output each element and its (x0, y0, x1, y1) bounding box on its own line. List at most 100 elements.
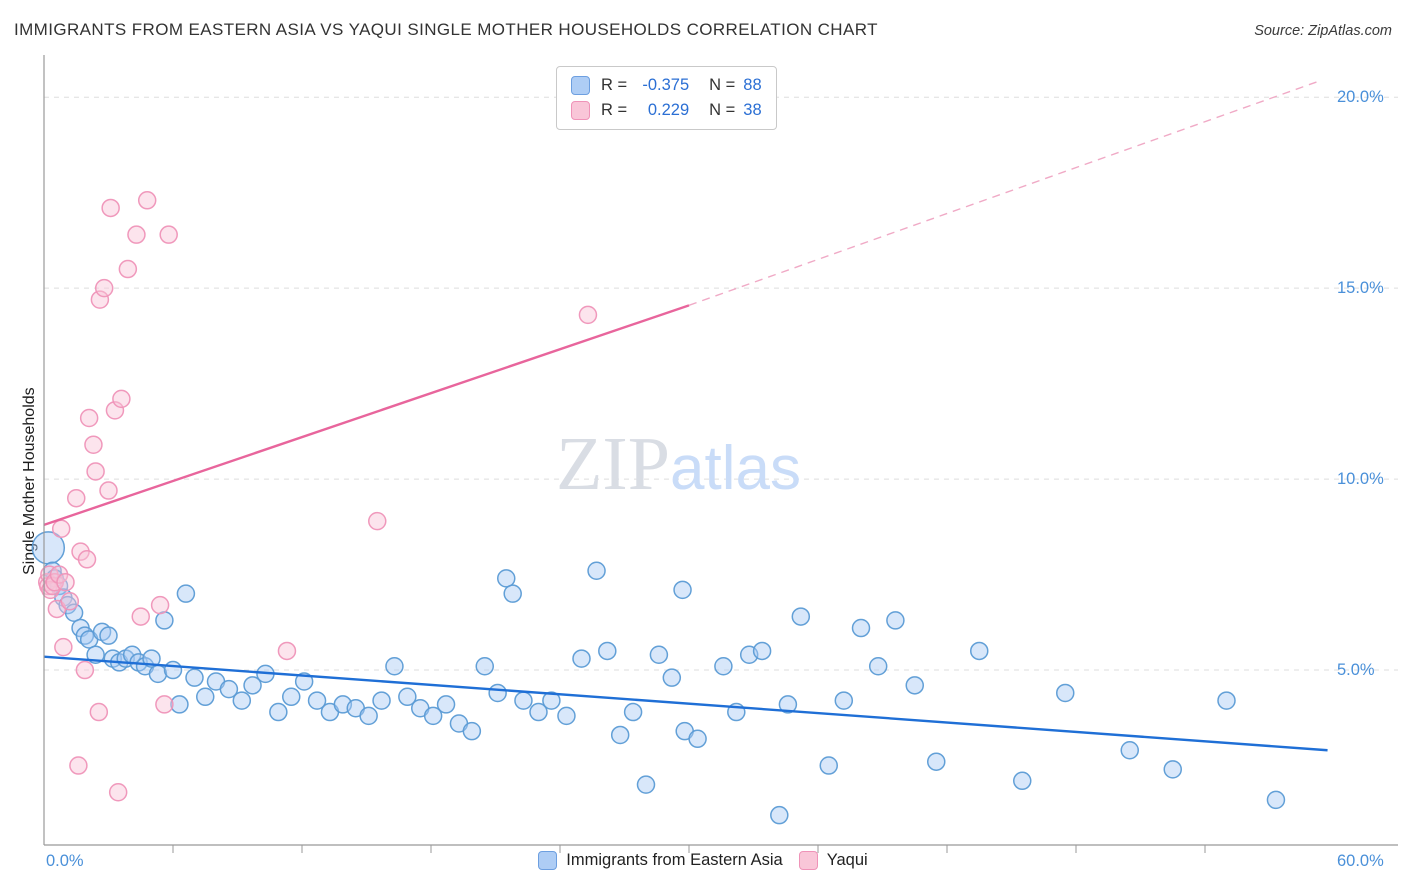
scatter-point-yaqui (99, 481, 118, 500)
scatter-point-eastern-asia (662, 668, 682, 687)
scatter-point-yaqui (150, 595, 170, 615)
scatter-point-eastern-asia (185, 668, 204, 687)
y-tick-label-20: 20.0% (1337, 88, 1384, 106)
y-tick-label-15: 15.0% (1337, 279, 1384, 297)
scatter-point-eastern-asia (1163, 760, 1182, 779)
scatter-point-eastern-asia (398, 687, 417, 707)
scatter-point-eastern-asia (64, 603, 84, 623)
scatter-point-eastern-asia (475, 656, 494, 676)
y-tick-label-10: 10.0% (1337, 470, 1384, 488)
scatter-point-eastern-asia (488, 683, 507, 703)
scatter-point-eastern-asia (294, 672, 314, 691)
scatter-point-yaqui (86, 462, 105, 481)
scatter-point-eastern-asia (307, 691, 327, 710)
pink-series-swatch (571, 101, 590, 120)
scatter-point-yaqui (127, 225, 146, 244)
scatter-point-eastern-asia (927, 752, 946, 771)
scatter-point-eastern-asia (770, 805, 789, 825)
scatter-point-yaqui (578, 305, 598, 325)
scatter-point-eastern-asia (196, 687, 215, 707)
watermark-zip: ZIP (556, 422, 670, 506)
scatter-point-yaqui (101, 198, 120, 218)
scatter-point-yaqui (368, 511, 387, 531)
r-value-yaqui: 0.229 (647, 101, 690, 119)
scatter-point-eastern-asia (649, 645, 669, 665)
trend-lines-group (43, 304, 1328, 752)
scatter-point-eastern-asia (462, 721, 482, 741)
scatter-point-eastern-asia (436, 695, 456, 714)
scatter-point-eastern-asia (243, 676, 262, 695)
scatter-point-yaqui (51, 519, 71, 538)
scatter-point-yaqui (60, 592, 80, 611)
scatter-point-eastern-asia (372, 691, 391, 710)
x-tick-label-min: 0.0% (46, 852, 84, 870)
source-attribution: Source: ZipAtlas.com (1254, 23, 1392, 39)
scatter-point-yaqui (75, 660, 95, 680)
scatter-point-eastern-asia (673, 580, 692, 600)
trend-line-extension-group (688, 81, 1318, 306)
scatter-point-eastern-asia (163, 660, 183, 680)
axes-group (43, 55, 1398, 853)
scatter-point-eastern-asia (148, 664, 168, 684)
scatter-point-yaqui (131, 607, 150, 626)
scatter-point-eastern-asia (587, 561, 606, 581)
gridlines (44, 96, 1398, 671)
watermark-atlas: atlas (670, 434, 801, 503)
scatter-point-eastern-asia (232, 691, 252, 710)
scatter-point-eastern-asia (752, 641, 772, 661)
scatter-point-yaqui (137, 191, 157, 210)
blue-series-swatch (538, 851, 558, 870)
scatter-point-eastern-asia (905, 676, 924, 695)
scatter-point-eastern-asia (623, 702, 643, 722)
n-value-yaqui: 38 (743, 101, 762, 119)
zipatlas-watermark: ZIPatlas (556, 422, 801, 506)
scatter-point-eastern-asia (423, 706, 443, 726)
legend-label-eastern-asia: Immigrants from Eastern Asia (566, 851, 783, 869)
scatter-point-eastern-asia (170, 695, 189, 714)
trend-line-eastern-asia (43, 655, 1328, 752)
r-label: R = (601, 101, 628, 119)
scatter-point-eastern-asia (1120, 740, 1139, 760)
scatter-point-eastern-asia (385, 656, 404, 676)
r-value-eastern-asia: -0.375 (642, 76, 690, 94)
blue-series-swatch (571, 76, 590, 95)
scatter-point-yaqui (77, 550, 97, 569)
x-tick-label-max: 60.0% (1337, 852, 1384, 870)
scatter-point-eastern-asia (282, 687, 301, 707)
trend-line-yaqui (43, 304, 690, 527)
trend-line-yaqui-extension (688, 81, 1318, 306)
scatter-point-eastern-asia (359, 706, 378, 726)
y-tick-label-5: 5.0% (1337, 661, 1375, 679)
scatter-point-eastern-asia (598, 641, 617, 661)
scatter-point-yaqui (108, 783, 128, 802)
scatter-point-eastern-asia (714, 656, 733, 676)
scatter-point-eastern-asia (1266, 790, 1286, 810)
scatter-point-yaqui (54, 637, 73, 657)
scatter-point-eastern-asia (155, 611, 174, 630)
legend-item-eastern-asia: Immigrants from Eastern Asia (538, 851, 783, 870)
scatter-point-yaqui (56, 572, 75, 592)
scatter-point-eastern-asia (778, 695, 798, 714)
scatter-point-eastern-asia (819, 756, 838, 775)
n-value-eastern-asia: 88 (743, 76, 762, 94)
scatter-point-yaqui (105, 401, 125, 420)
scatter-points-group (31, 191, 1286, 825)
scatter-point-eastern-asia (514, 691, 533, 710)
scatter-point-eastern-asia (572, 649, 591, 668)
scatter-point-yaqui (90, 290, 110, 309)
r-label: R = (601, 76, 628, 94)
legend-label-yaqui: Yaqui (826, 851, 868, 869)
scatter-point-yaqui (94, 278, 114, 298)
legend-row-eastern-asia: R = -0.375 N = 88 (571, 76, 762, 95)
scatter-point-eastern-asia (791, 607, 811, 626)
pink-series-swatch (798, 851, 818, 870)
scatter-point-eastern-asia (542, 691, 561, 710)
scatter-point-eastern-asia (269, 702, 288, 722)
scatter-point-eastern-asia (557, 706, 576, 726)
scatter-point-eastern-asia (503, 584, 522, 603)
n-label: N = (709, 101, 736, 119)
correlation-stats-legend: R = -0.375 N = 88 R = 0.229 N = 38 (556, 66, 777, 130)
scatter-point-yaqui (69, 756, 88, 775)
